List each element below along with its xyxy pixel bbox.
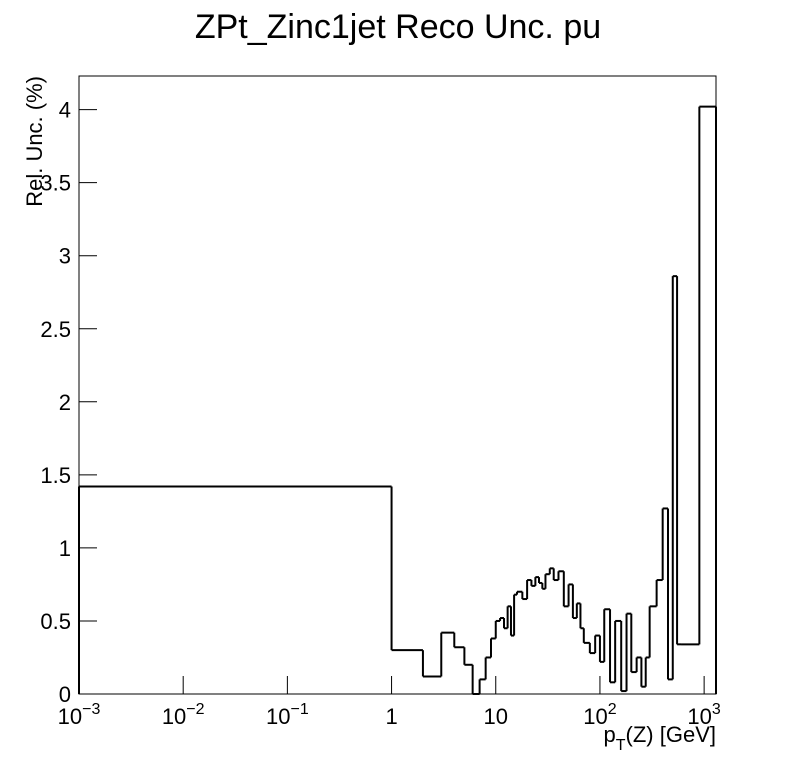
x-tick-base: 10 — [687, 704, 711, 729]
y-axis-label: Rel. Unc. (%) — [22, 76, 47, 207]
x-tick-label: 102 — [583, 701, 616, 729]
x-tick-exponent: 2 — [608, 701, 617, 718]
y-tick-label: 3.5 — [40, 171, 71, 196]
y-tick-label: 1 — [59, 536, 71, 561]
x-tick-base: 10 — [58, 704, 82, 729]
y-tick-label: 1.5 — [40, 463, 71, 488]
x-tick-base: 10 — [162, 704, 186, 729]
x-tick-label: 10−3 — [58, 701, 101, 729]
y-tick-label: 2.5 — [40, 317, 71, 342]
x-axis-label: pT(Z) [GeV] — [604, 722, 716, 754]
x-tick-exponent: −3 — [82, 701, 100, 718]
x-tick-base: 10 — [266, 704, 290, 729]
x-tick-label: 10−1 — [266, 701, 309, 729]
y-tick-label: 4 — [59, 98, 71, 123]
y-tick-label: 2 — [59, 390, 71, 415]
x-tick-label: 103 — [687, 701, 720, 729]
x-tick-exponent: 3 — [712, 701, 721, 718]
x-tick-label: 10−2 — [162, 701, 205, 729]
x-label-rest: (Z) [GeV] — [626, 722, 716, 747]
x-label-main: p — [604, 722, 616, 747]
x-tick-exponent: −1 — [290, 701, 308, 718]
chart-title: ZPt_Zinc1jet Reco Unc. pu — [195, 8, 601, 46]
x-tick-label: 1 — [385, 704, 397, 729]
y-tick-label: 0 — [59, 682, 71, 707]
x-tick-label: 10 — [484, 704, 508, 729]
y-tick-label: 3 — [59, 244, 71, 269]
y-tick-label: 0.5 — [40, 609, 71, 634]
x-tick-base: 10 — [583, 704, 607, 729]
x-label-subscript: T — [616, 737, 626, 754]
x-tick-exponent: −2 — [186, 701, 204, 718]
